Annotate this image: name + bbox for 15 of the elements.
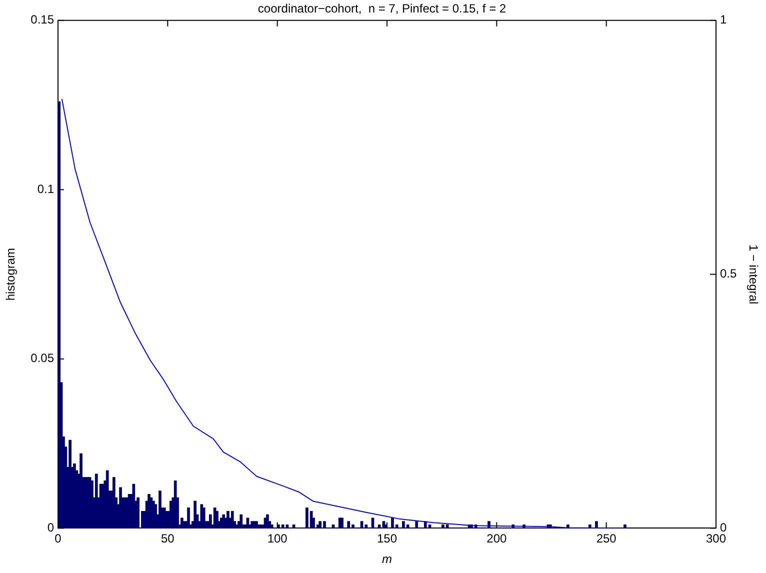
x-tick-label: 150: [376, 532, 398, 546]
x-axis-title: m: [382, 552, 392, 566]
y-tick-label: 0.15: [30, 12, 54, 27]
x-tick-label: 50: [160, 532, 175, 546]
x-tick-label: 250: [596, 532, 617, 546]
y-tick-label: 0.05: [30, 351, 54, 366]
x-tick-label: 100: [267, 532, 288, 546]
y2-tick-label: 1: [720, 12, 727, 27]
y-tick-label: 0: [47, 520, 54, 535]
y2-tick-label: 0.5: [720, 266, 738, 281]
y-tick-label: 0.1: [37, 182, 54, 196]
y-axis-title: histogram: [4, 248, 18, 301]
x-tick-label: 200: [486, 532, 507, 546]
chart-title: coordinator−cohort, n = 7, Pinfect = 0.15, f = 2: [258, 2, 506, 16]
y2-axis-title: 1 − integral: [746, 244, 760, 304]
